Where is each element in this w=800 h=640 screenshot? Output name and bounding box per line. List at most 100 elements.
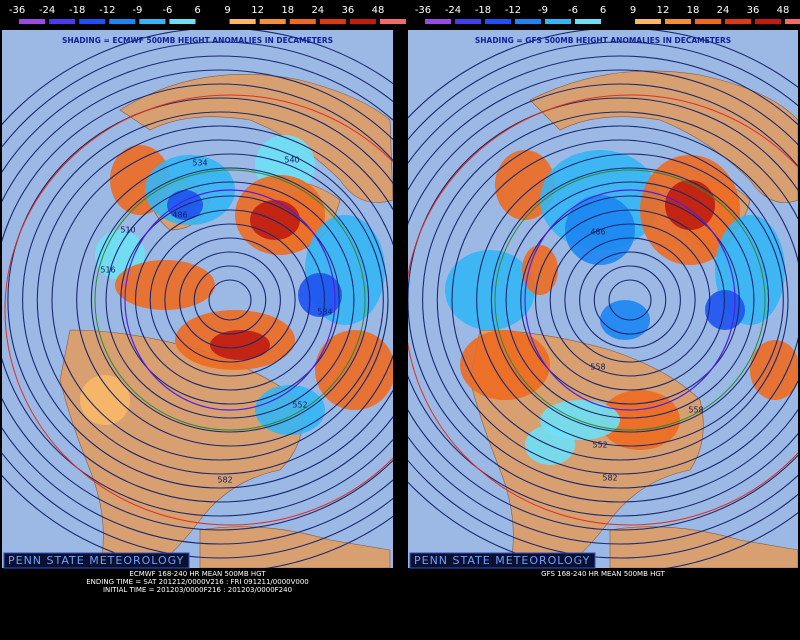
land — [119, 73, 393, 203]
height-contour — [564, 237, 696, 363]
colorbar-swatch — [605, 19, 631, 24]
contour-label: 552 — [292, 401, 307, 410]
colorbar-label: -9 — [538, 5, 548, 16]
height-contour — [476, 153, 784, 447]
colorbar-label: -24 — [39, 5, 55, 16]
colorbar-swatch — [379, 19, 407, 24]
caption: ENDING TIME = SAT 201212/0000V216 : FRI … — [86, 578, 309, 586]
height-contour — [7, 97, 393, 503]
contour-green — [94, 169, 366, 431]
anomaly-shading — [445, 250, 535, 330]
colorbar-label: -18 — [475, 5, 491, 16]
colorbar-label: 48 — [372, 5, 385, 16]
height-contour — [2, 55, 393, 545]
anomaly-shading — [210, 330, 270, 360]
colorbar-swatch — [289, 19, 316, 24]
colorbar-label: 12 — [657, 5, 670, 16]
height-contour — [505, 181, 755, 419]
credit: PENN STATE METEOROLOGY — [8, 554, 184, 567]
colorbar-swatch — [169, 19, 196, 24]
contour-red — [408, 94, 798, 526]
colorbar-label: 18 — [281, 5, 294, 16]
anomaly-shading — [522, 245, 558, 295]
colorbar-label: -12 — [505, 5, 521, 16]
height-contour — [51, 139, 389, 461]
height-contour — [2, 41, 393, 559]
height-contour — [208, 279, 252, 321]
colorbar-label: 36 — [747, 5, 760, 16]
height-contour — [149, 223, 311, 377]
colorbar-label: -9 — [132, 5, 142, 16]
colorbar-swatch — [695, 19, 721, 24]
colorbar-label: -12 — [99, 5, 115, 16]
height-contour — [22, 111, 393, 489]
colorbar-label: 18 — [687, 5, 700, 16]
colorbar-label: 6 — [194, 5, 200, 16]
height-contour — [134, 209, 326, 391]
colorbar-label: -18 — [69, 5, 85, 16]
colorbar-label: 9 — [630, 5, 636, 16]
colorbar-label: 24 — [311, 5, 324, 16]
height-contour — [520, 195, 740, 405]
colorbar-label: 6 — [600, 5, 606, 16]
contour-green — [494, 169, 766, 431]
colorbar-swatch — [545, 19, 571, 24]
caption: ECMWF 168-240 HR MEAN 500MB HGT — [129, 570, 266, 578]
map-subtitle: SHADING = GFS 500MB HEIGHT ANOMALIES IN … — [475, 36, 731, 45]
height-contour — [408, 55, 798, 545]
height-contour — [76, 153, 384, 447]
contour-label: 540 — [284, 156, 299, 165]
height-contour — [408, 69, 798, 531]
contour-label: 510 — [120, 226, 135, 235]
colorbar-swatch — [349, 19, 376, 24]
height-contour — [2, 69, 393, 531]
anomaly-shading — [298, 273, 342, 317]
contour-label: 552 — [592, 441, 607, 450]
caption: INITIAL TIME = 201203/0000F216 : 201203/… — [103, 586, 292, 594]
map-subtitle: SHADING = ECMWF 500MB HEIGHT ANOMALIES I… — [62, 36, 333, 45]
credit-box — [3, 552, 190, 569]
colorbar-swatch — [725, 19, 751, 24]
colorbar-label: -36 — [9, 5, 25, 16]
anomaly-shading — [250, 200, 300, 240]
colorbar-swatch — [575, 19, 601, 24]
height-contour — [2, 83, 393, 517]
height-contour — [593, 265, 667, 335]
land — [609, 526, 798, 568]
anomaly-shading — [460, 330, 550, 400]
height-contour — [105, 181, 355, 419]
contour-purple — [124, 189, 336, 411]
colorbar-swatch — [665, 19, 691, 24]
colorbar-swatch — [755, 19, 781, 24]
height-contour — [490, 167, 770, 433]
contour-label: 486 — [172, 211, 187, 220]
contour-purple — [524, 189, 736, 411]
colorbar-label: -6 — [162, 5, 172, 16]
contour-label: 558 — [688, 406, 703, 415]
colorbar-swatch — [139, 19, 166, 24]
height-contour — [534, 209, 726, 391]
credit: PENN STATE METEOROLOGY — [414, 554, 590, 567]
height-contour — [408, 83, 798, 517]
colorbar-swatch — [785, 19, 800, 24]
colorbar-label: 36 — [342, 5, 355, 16]
colorbar-swatch — [199, 19, 226, 24]
height-contour — [120, 195, 340, 405]
anomaly-shading — [565, 195, 635, 265]
colorbar-label: 9 — [224, 5, 230, 16]
contour-label: 534 — [317, 308, 332, 317]
colorbar-swatch — [109, 19, 136, 24]
height-contour — [36, 125, 393, 475]
height-contour — [422, 111, 798, 489]
height-contour — [90, 167, 370, 433]
height-contour — [549, 223, 711, 377]
colorbar-swatch — [49, 19, 76, 24]
colorbar-swatch — [635, 19, 661, 24]
anomaly-shading — [665, 180, 715, 230]
credit-box — [409, 552, 596, 569]
colorbar-swatch — [485, 19, 511, 24]
anomaly-shading — [255, 385, 325, 435]
contour-red — [4, 94, 393, 526]
colorbar-label: -24 — [445, 5, 461, 16]
